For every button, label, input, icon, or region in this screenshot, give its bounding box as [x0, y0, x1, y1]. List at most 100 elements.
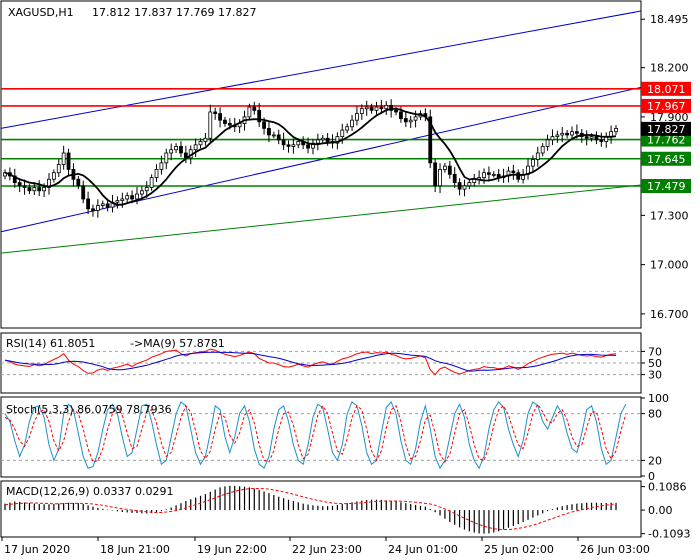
candle-body [17, 182, 22, 187]
candle-body [203, 137, 208, 142]
candle-body [130, 195, 134, 200]
candle-body [457, 182, 462, 190]
time-axis: 17 Jun 2020 18 Jun 21:00 19 Jun 22:00 22 Ju… [1, 537, 650, 556]
candle-body [291, 144, 296, 147]
candle-body [574, 131, 579, 134]
candle-body [139, 190, 144, 195]
candle-body [540, 146, 545, 154]
macd-tick-label: 0.1086 [648, 481, 687, 494]
candle-body [208, 111, 213, 139]
channel-upper-line [0, 10, 642, 129]
candle-body [306, 144, 310, 149]
candle-body [276, 134, 281, 141]
trend-support-line [0, 184, 642, 254]
symbol-title: XAGUSD,H1 [8, 6, 74, 19]
candle-body [47, 178, 51, 188]
support-level-tag-bg [641, 151, 691, 166]
indicator-tick-label: 30 [648, 369, 662, 382]
candle-body [135, 193, 139, 200]
candle-body [379, 106, 384, 110]
stoch-title: Stoch(5,3,3) 86.0759 78.7936 [6, 403, 172, 416]
macd-signal-line [4, 488, 617, 530]
moving-average-line [4, 107, 617, 206]
candle-body [369, 106, 374, 111]
candle-body [311, 142, 315, 149]
candle-body [403, 118, 408, 123]
candle-body [394, 109, 398, 113]
candle-body [447, 165, 452, 175]
candle-body [614, 127, 618, 133]
candle-body [262, 121, 266, 129]
candle-body [193, 144, 198, 151]
candle-body [355, 113, 359, 121]
candle-body [545, 139, 550, 147]
candle-body [32, 187, 37, 192]
support-level-tag-bg [641, 132, 691, 147]
candle-body [252, 106, 257, 111]
candle-body [169, 149, 174, 154]
candle-body [584, 136, 589, 139]
candle-body [570, 131, 574, 136]
price-tick-label: 17.300 [650, 209, 689, 222]
candle-body [100, 203, 105, 206]
candle-body [281, 139, 286, 146]
candle-body [491, 173, 496, 176]
stoch-panel: Stoch(5,3,3) 86.0759 78.7936 100 80 20 0 [0, 392, 669, 483]
candle-body [164, 152, 169, 164]
candle-body [12, 175, 17, 183]
candle-body [438, 169, 442, 187]
candle-body [247, 106, 252, 118]
indicator-tick-label: 70 [648, 345, 662, 358]
time-tick-label: 17 Jun 2020 [4, 543, 70, 556]
candle-body [487, 172, 491, 175]
candle-body [320, 137, 325, 141]
rsi-ma-title: ->MA(9) 57.8781 [130, 337, 225, 350]
candle-body [115, 200, 120, 203]
current-price-tag-bg [641, 121, 691, 136]
indicator-tick-label: 80 [648, 408, 662, 421]
candle-body [389, 105, 394, 111]
candle-body [56, 164, 61, 174]
candle-body [399, 111, 403, 119]
candle-body [27, 187, 32, 192]
support-level-tag: 17.645 [647, 153, 686, 166]
candle-body [61, 152, 66, 165]
candle-body [364, 106, 369, 110]
price-panel: XAGUSD,H1 17.812 17.837 17.769 17.827 18… [0, 0, 691, 329]
candle-body [125, 195, 130, 200]
candle-body [350, 119, 354, 128]
candle-body [257, 109, 262, 123]
candle-body [51, 172, 56, 180]
candle-body [462, 185, 467, 190]
candle-body [516, 172, 521, 180]
candle-body [174, 146, 178, 151]
candle-body [433, 162, 438, 187]
candle-body [105, 203, 110, 208]
candle-body [535, 152, 540, 160]
ohlc-values: 17.812 17.837 17.769 17.827 [92, 6, 256, 19]
time-tick-label: 25 Jun 02:00 [484, 543, 554, 556]
candle-body [384, 105, 389, 110]
time-tick-label: 26 Jun 03:00 [580, 543, 650, 556]
price-tick-label: 18.495 [650, 13, 689, 26]
candle-body [315, 139, 320, 144]
price-tick-label: 17.900 [650, 111, 689, 124]
macd-tick-label: -0.1093 [648, 528, 690, 541]
candle-body [159, 162, 164, 170]
candle-body [467, 182, 472, 187]
time-tick-label: 18 Jun 21:00 [100, 543, 170, 556]
main-series-line [4, 400, 627, 470]
candle-body [86, 198, 90, 210]
price-tick-label: 16.700 [650, 308, 689, 321]
candle-body [271, 134, 276, 137]
time-tick-label: 22 Jun 23:00 [292, 543, 362, 556]
candle-body [76, 178, 81, 187]
candle-body [594, 136, 599, 141]
resistance-level-tag-bg [641, 98, 691, 113]
candle-body [218, 113, 222, 121]
indicator-tick-label: 50 [648, 357, 662, 370]
candle-body [565, 132, 570, 136]
candle-body [144, 187, 149, 192]
candle-body [511, 170, 516, 174]
